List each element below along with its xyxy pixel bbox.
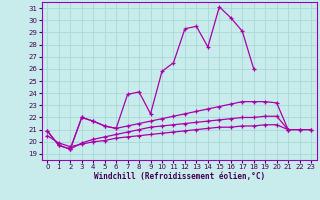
X-axis label: Windchill (Refroidissement éolien,°C): Windchill (Refroidissement éolien,°C) (94, 172, 265, 181)
